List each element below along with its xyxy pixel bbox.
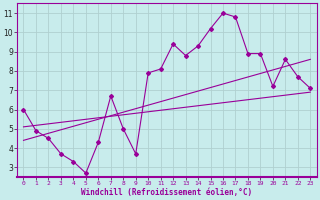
X-axis label: Windchill (Refroidissement éolien,°C): Windchill (Refroidissement éolien,°C)	[81, 188, 252, 197]
